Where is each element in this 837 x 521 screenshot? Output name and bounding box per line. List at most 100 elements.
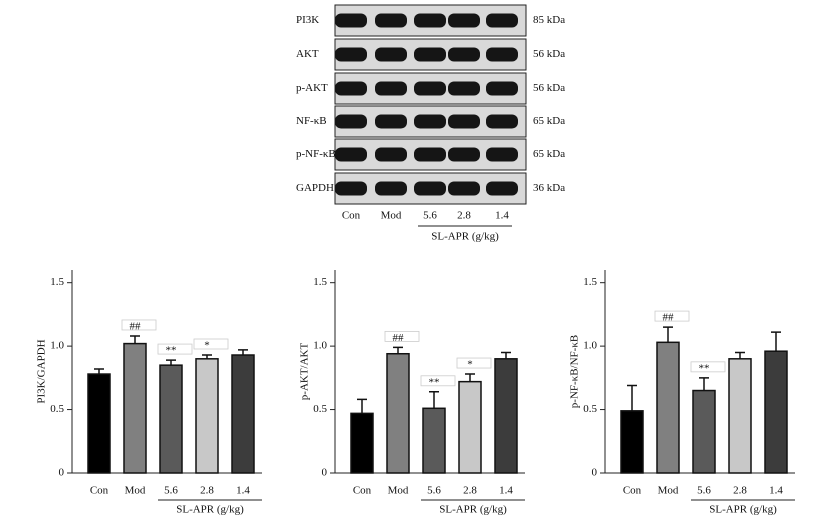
significance-label: * <box>204 340 210 352</box>
error-bar <box>238 349 248 356</box>
error-bar <box>771 331 781 352</box>
blot-band <box>335 147 367 162</box>
blot-band <box>414 13 446 28</box>
y-tick-label: 1.5 <box>583 276 597 288</box>
blot-band <box>448 81 480 96</box>
significance-label: ## <box>663 312 675 324</box>
blot-band <box>448 13 480 28</box>
blot-band <box>448 47 480 62</box>
bar <box>159 364 183 474</box>
y-tick-label: 0 <box>322 467 328 479</box>
x-tick-label: 5.6 <box>697 485 711 497</box>
blot-band <box>335 81 367 96</box>
error-bar <box>663 326 673 343</box>
error-bar <box>627 384 637 411</box>
x-tick-label: 1.4 <box>236 485 250 497</box>
blot-size-label: 65 kDa <box>533 148 565 160</box>
blot-lane-label: Mod <box>381 210 402 222</box>
y-tick-label: 1.0 <box>583 340 597 352</box>
x-tick-label: 2.8 <box>200 485 214 497</box>
bar <box>728 358 752 474</box>
blot-band <box>486 114 518 129</box>
annotation-box <box>420 375 456 387</box>
bar <box>656 341 680 474</box>
bar <box>386 352 410 474</box>
x-tick-label: Con <box>353 485 372 497</box>
y-tick-label: 0 <box>592 467 598 479</box>
blot-size-label: 65 kDa <box>533 115 565 127</box>
significance-label: ** <box>699 362 710 374</box>
y-tick-label: 0 <box>59 467 65 479</box>
blot-band <box>414 147 446 162</box>
blot-band <box>375 81 407 96</box>
annotation-box <box>157 343 193 355</box>
annotation-box <box>193 338 229 350</box>
blot-band <box>375 147 407 162</box>
blot-band <box>335 181 367 196</box>
blot-band <box>335 13 367 28</box>
blot-band <box>414 81 446 96</box>
y-axis-label: p-AKT/AKT <box>299 343 311 401</box>
bar <box>764 350 788 474</box>
significance-label: * <box>467 359 473 371</box>
blot-band <box>335 47 367 62</box>
blot-row-label: p-AKT <box>296 82 328 94</box>
error-bar <box>393 346 403 354</box>
error-bar <box>465 373 475 382</box>
blot-row-label: AKT <box>296 48 319 60</box>
blot-group-label: SL-APR (g/kg) <box>431 231 499 243</box>
annotation-box <box>654 310 690 322</box>
x-tick-label: 5.6 <box>427 485 441 497</box>
y-tick-label: 1.5 <box>50 276 64 288</box>
error-bar <box>501 351 511 359</box>
bar <box>458 380 482 474</box>
annotation-box <box>384 330 420 342</box>
blot-size-label: 56 kDa <box>533 82 565 94</box>
blot-band <box>375 114 407 129</box>
bar <box>692 389 716 474</box>
x-tick-label: 1.4 <box>769 485 783 497</box>
annotation-box <box>121 319 157 331</box>
blot-size-label: 56 kDa <box>533 48 565 60</box>
blot-band <box>375 181 407 196</box>
annotation-box <box>690 361 726 373</box>
blot-row-label: GAPDH <box>296 182 334 194</box>
y-tick-label: 1.0 <box>313 340 327 352</box>
y-axis-label: p-NF-κB/NF-κB <box>569 335 581 408</box>
x-group-label: SL-APR (g/kg) <box>176 504 244 516</box>
bar <box>494 358 518 474</box>
blot-band <box>448 181 480 196</box>
error-bar <box>130 335 140 344</box>
error-bar <box>735 351 745 359</box>
blot-lane-label: 5.6 <box>423 210 437 222</box>
error-bar <box>357 398 367 414</box>
blot-lane-label: Con <box>342 210 361 222</box>
x-tick-label: 2.8 <box>463 485 477 497</box>
error-bar <box>94 368 104 375</box>
significance-label: ** <box>166 345 177 357</box>
blot-band <box>486 47 518 62</box>
x-tick-label: Con <box>90 485 109 497</box>
blot-size-label: 36 kDa <box>533 182 565 194</box>
bar <box>195 358 219 474</box>
blot-band <box>414 114 446 129</box>
blot-band <box>414 47 446 62</box>
blot-row-label: PI3K <box>296 14 319 26</box>
bar <box>123 342 147 474</box>
blot-lane-label: 2.8 <box>457 210 471 222</box>
bar <box>350 412 374 474</box>
blot-row-label: NF-κB <box>296 115 327 127</box>
bar <box>422 407 446 474</box>
blot-band <box>375 47 407 62</box>
error-bar <box>166 359 176 366</box>
x-tick-label: 2.8 <box>733 485 747 497</box>
x-group-label: SL-APR (g/kg) <box>439 504 507 516</box>
y-tick-label: 0.5 <box>583 403 597 415</box>
significance-label: ## <box>130 321 142 333</box>
y-tick-label: 0.5 <box>50 403 64 415</box>
x-tick-label: Mod <box>388 485 409 497</box>
blot-band <box>375 13 407 28</box>
bar <box>87 373 111 474</box>
x-tick-label: Mod <box>658 485 679 497</box>
